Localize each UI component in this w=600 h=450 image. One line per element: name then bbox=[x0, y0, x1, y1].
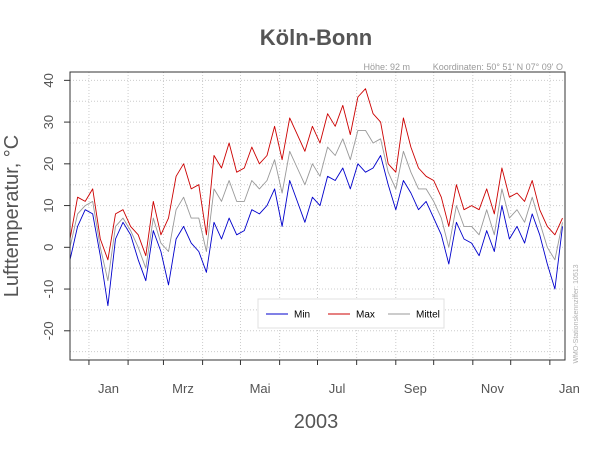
x-tick-label: Sep bbox=[404, 381, 427, 396]
elevation-note: Höhe: 92 m bbox=[363, 62, 410, 72]
series-lines bbox=[69, 88, 563, 307]
y-tick-label: 30 bbox=[41, 115, 56, 129]
x-tick-label: Jan bbox=[559, 381, 580, 396]
x-axis: Jan Mrz Mai Jul Sep Nov Jan bbox=[88, 360, 580, 396]
coordinates-note: Koordinaten: 50° 51' N 07° 09' O bbox=[433, 62, 563, 72]
x-tick-label: Nov bbox=[481, 381, 505, 396]
series-line-mittel bbox=[69, 129, 563, 282]
legend: Min Max Mittel bbox=[257, 298, 445, 329]
legend-label-mittel: Mittel bbox=[416, 310, 440, 321]
y-tick-label: -20 bbox=[41, 321, 56, 340]
chart-title: Köln-Bonn bbox=[260, 25, 372, 50]
x-tick-label: Jul bbox=[329, 381, 346, 396]
x-tick-label: Jan bbox=[98, 381, 119, 396]
x-tick-label: Mai bbox=[250, 381, 271, 396]
y-axis-label: Lufttemperatur, °C bbox=[1, 135, 23, 298]
x-tick-label: Mrz bbox=[172, 381, 194, 396]
y-tick-label: 40 bbox=[41, 73, 56, 87]
legend-label-max: Max bbox=[356, 310, 375, 321]
y-tick-label: 10 bbox=[41, 198, 56, 212]
series-line-max bbox=[69, 88, 563, 261]
series-line-min bbox=[69, 155, 563, 307]
y-tick-label: 20 bbox=[41, 157, 56, 171]
legend-box bbox=[257, 298, 445, 329]
y-axis: -20 -10 0 10 20 30 40 bbox=[41, 73, 70, 340]
station-id-note: WMO-Stationskennziffer: 10513 bbox=[573, 264, 580, 363]
y-tick-label: 0 bbox=[41, 244, 56, 251]
x-axis-label: 2003 bbox=[294, 411, 339, 433]
legend-label-min: Min bbox=[294, 310, 310, 321]
y-tick-label: -10 bbox=[41, 280, 56, 299]
